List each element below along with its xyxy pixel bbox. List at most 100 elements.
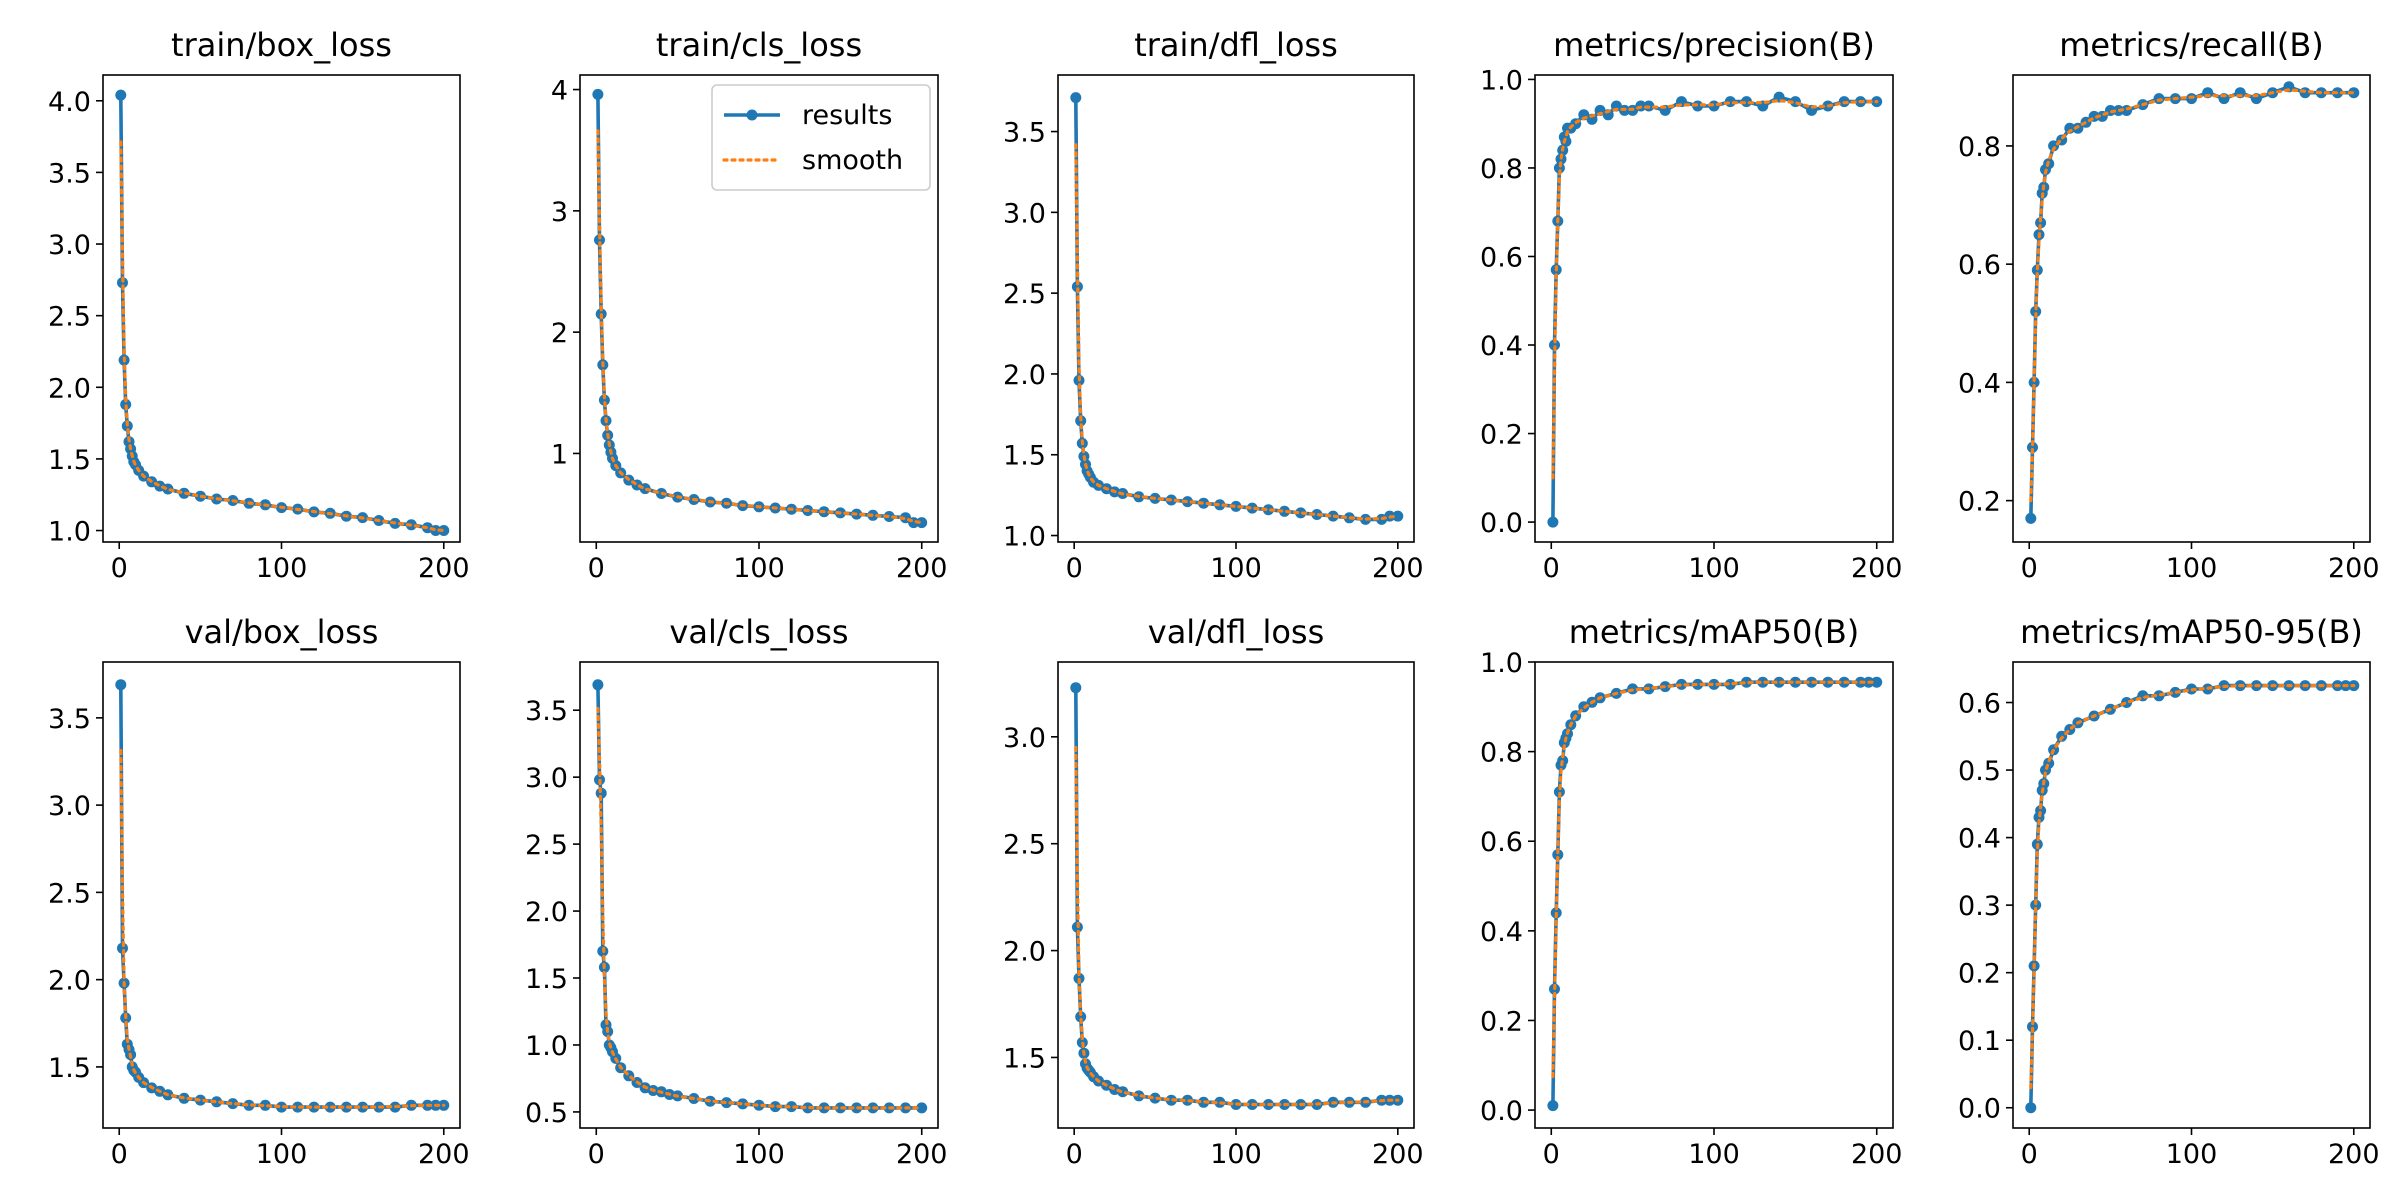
y-tick-label: 2.0 (1003, 360, 1046, 391)
results-point (115, 89, 127, 101)
y-tick-label: 0.1 (1958, 1026, 2001, 1057)
panel-title: val/dfl_loss (1148, 613, 1325, 651)
results-point (1071, 281, 1083, 293)
y-tick-label: 3.0 (525, 763, 568, 794)
panel-metrics-recall-b: metrics/recall(B) 0 100 200 0.2 0.4 0.6 0.8 (1958, 26, 2379, 584)
y-tick-label: 1.0 (1003, 522, 1046, 553)
results-point (308, 1101, 320, 1113)
results-point (916, 517, 928, 529)
y-tick-label: 0.6 (1958, 689, 2001, 720)
results-line (1074, 97, 1398, 522)
y-tick-label: 0.2 (1958, 959, 2001, 990)
results-line (1074, 687, 1398, 1107)
y-tick-label: 3.0 (48, 791, 91, 822)
x-tick-label: 100 (1210, 553, 1262, 584)
results-line (119, 95, 444, 533)
smooth-line (119, 748, 446, 1109)
y-tick-label: 3 (551, 197, 568, 228)
x-tick-label: 0 (1066, 1139, 1083, 1170)
panel-train-box-loss: train/box_loss 0 100 200 1.0 1.5 2.0 2.5 3.0 3.5 4… (48, 26, 469, 584)
results-point (1757, 676, 1769, 688)
results-point (2025, 1102, 2037, 1114)
panel-val-box-loss: val/box_loss 0 100 200 1.5 2.0 2.5 3.0 3.5 (48, 613, 469, 1170)
results-point (259, 1099, 271, 1111)
results-point (227, 1098, 239, 1110)
results-point (1295, 507, 1307, 519)
results-point (438, 525, 450, 536)
results-point (1246, 502, 1258, 514)
y-tick-label: 3.5 (48, 704, 91, 735)
x-tick-label: 0 (588, 553, 605, 584)
legend-box (711, 84, 931, 191)
smooth-line (1551, 680, 1879, 1079)
y-tick-label: 3.0 (1003, 198, 1046, 229)
y-tick-label: 1.5 (1003, 441, 1046, 472)
y-tick-label: 2.5 (1003, 279, 1046, 310)
y-tick-label: 2.5 (48, 878, 91, 909)
legend-results-label: results (802, 100, 892, 131)
y-tick-label: 0.5 (525, 1098, 568, 1129)
results-point (2028, 376, 2040, 388)
results-point (1553, 786, 1565, 798)
y-tick-label: 0.0 (1480, 1096, 1523, 1127)
results-point (802, 1102, 814, 1114)
x-tick-label: 0 (2021, 1139, 2038, 1170)
panel-train-cls-loss: train/cls_loss 0 100 200 1 2 3 4 results smooth (551, 26, 948, 584)
results-point (1070, 92, 1082, 104)
y-tick-label: 2.5 (525, 830, 568, 861)
panel-title: train/cls_loss (656, 26, 862, 64)
smooth-line (1074, 143, 1400, 521)
y-tick-label: 1 (551, 439, 568, 470)
x-tick-label: 200 (1851, 1139, 1903, 1170)
y-tick-label: 2.0 (48, 966, 91, 997)
y-tick-label: 0.2 (1958, 487, 2001, 518)
y-tick-label: 0.8 (1480, 154, 1523, 185)
smooth-line (2029, 88, 2356, 503)
results-point (2064, 122, 2076, 134)
y-tick-label: 0.0 (1480, 508, 1523, 539)
results-point (595, 787, 607, 799)
smooth-line (119, 140, 446, 533)
results-point (1075, 1011, 1087, 1023)
smooth-line (596, 129, 924, 525)
x-tick-label: 0 (2021, 553, 2038, 584)
results-point (1230, 500, 1242, 512)
x-tick-label: 0 (1543, 1139, 1560, 1170)
y-tick-label: 2.0 (48, 373, 91, 404)
y-tick-label: 0.4 (1480, 917, 1523, 948)
y-tick-label: 0.4 (1958, 368, 2001, 399)
results-point (598, 394, 610, 406)
y-tick-label: 4.0 (48, 87, 91, 118)
panel-title: metrics/recall(B) (2059, 26, 2324, 64)
x-tick-label: 200 (1851, 553, 1903, 584)
plot-frame (102, 661, 461, 1129)
x-tick-label: 200 (2328, 553, 2380, 584)
results-point (1392, 510, 1404, 522)
y-tick-label: 0.5 (1958, 756, 2001, 787)
plot-frame (1057, 74, 1415, 543)
results-point (1676, 678, 1687, 690)
y-tick-label: 0.2 (1480, 420, 1523, 451)
results-point (1871, 676, 1883, 688)
x-tick-label: 100 (2166, 1139, 2218, 1170)
results-point (1553, 162, 1565, 174)
results-point (162, 483, 174, 495)
x-tick-label: 100 (256, 553, 308, 584)
x-tick-label: 200 (1372, 553, 1424, 584)
results-point (916, 1102, 928, 1114)
y-tick-label: 2.5 (1003, 830, 1046, 861)
y-tick-label: 0.2 (1480, 1006, 1523, 1037)
results-point (1708, 678, 1720, 690)
results-line (1551, 95, 1877, 523)
x-tick-label: 200 (1372, 1139, 1424, 1170)
x-tick-label: 100 (1688, 553, 1740, 584)
results-point (1311, 509, 1323, 520)
results-point (1149, 1092, 1161, 1104)
panel-val-dfl-loss: val/dfl_loss 0 100 200 1.5 2.0 2.5 3.0 (1003, 613, 1424, 1170)
results-point (292, 1101, 304, 1113)
y-tick-label: 1.5 (48, 1053, 91, 1084)
y-tick-label: 0.8 (1958, 132, 2001, 163)
panel-train-dfl-loss: train/dfl_loss 0 100 200 1.0 1.5 2.0 2.5 3.0 3.5 (1003, 26, 1424, 584)
results-point (1165, 1094, 1177, 1106)
results-point (1117, 1086, 1129, 1098)
